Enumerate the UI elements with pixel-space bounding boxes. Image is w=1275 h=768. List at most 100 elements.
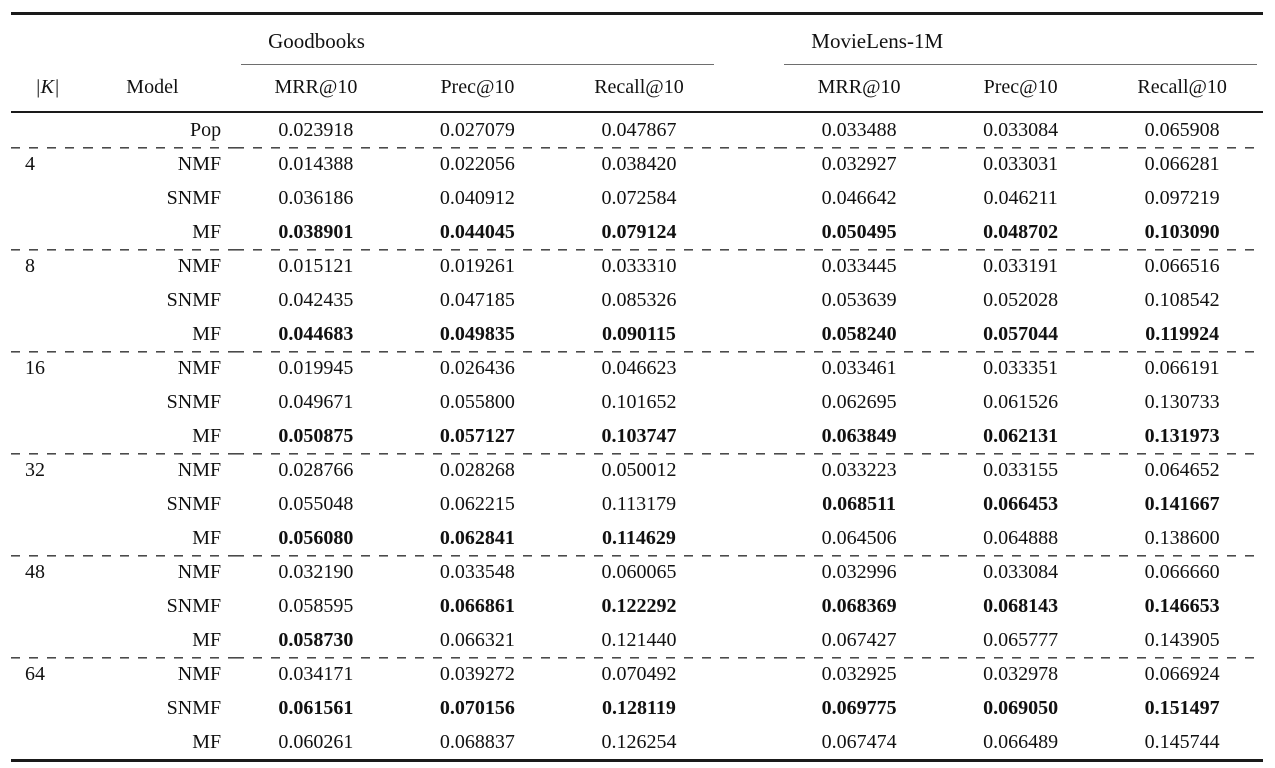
k-value bbox=[11, 283, 84, 317]
table-row: 32 NMF 0.028766 0.028268 0.050012 0.033223 0.0… bbox=[11, 453, 1263, 487]
model-name: SNMF bbox=[166, 187, 222, 209]
metric-value: 0.057127 bbox=[439, 425, 515, 447]
column-gap bbox=[720, 589, 779, 623]
column-gap bbox=[719, 725, 779, 762]
metric-value: 0.044045 bbox=[439, 221, 515, 243]
metric-header-recall: Recall@10 bbox=[1101, 65, 1263, 113]
metric-value: 0.050495 bbox=[821, 221, 897, 243]
metric-value: 0.032978 bbox=[939, 657, 1102, 691]
metric-value: 0.066321 bbox=[439, 629, 515, 651]
model-name: SNMF bbox=[166, 595, 222, 617]
metric-value: 0.066660 bbox=[1101, 555, 1263, 589]
column-gap bbox=[720, 521, 779, 555]
paper-page: Goodbooks MovieLens-1M |K| Model MRR@10 … bbox=[0, 12, 1275, 768]
model-name: NMF bbox=[83, 453, 236, 487]
metric-value: 0.049835 bbox=[439, 323, 515, 345]
metric-value: 0.114629 bbox=[602, 527, 676, 549]
column-gap bbox=[719, 12, 779, 65]
metric-value: 0.046211 bbox=[983, 187, 1058, 209]
table-body: Pop 0.023918 0.027079 0.047867 0.033488 0.033… bbox=[11, 112, 1263, 762]
metric-value: 0.049671 bbox=[278, 391, 354, 413]
metric-value: 0.072584 bbox=[601, 187, 677, 209]
table-row: SNMF 0.058595 0.066861 0.122292 0.068369 0.06… bbox=[11, 589, 1263, 623]
column-gap bbox=[720, 112, 779, 147]
table-row: SNMF 0.036186 0.040912 0.072584 0.046642 0.04… bbox=[11, 181, 1263, 215]
table-row: SNMF 0.049671 0.055800 0.101652 0.062695 0.06… bbox=[11, 385, 1263, 419]
column-gap bbox=[719, 249, 779, 283]
metric-value: 0.066924 bbox=[1101, 657, 1263, 691]
metric-value: 0.014388 bbox=[235, 147, 397, 181]
model-name: MF bbox=[192, 425, 222, 447]
k-column-header: |K| bbox=[11, 65, 84, 113]
model-name: MF bbox=[192, 323, 222, 345]
k-value bbox=[11, 589, 84, 623]
model-name: SNMF bbox=[166, 697, 222, 719]
metric-value: 0.039272 bbox=[396, 657, 559, 691]
metric-value: 0.056080 bbox=[278, 527, 354, 549]
results-table: Goodbooks MovieLens-1M |K| Model MRR@10 … bbox=[11, 12, 1263, 762]
model-name: MF bbox=[192, 629, 222, 651]
k-value: 32 bbox=[11, 453, 84, 487]
metric-value: 0.033223 bbox=[778, 453, 940, 487]
metric-value: 0.064888 bbox=[983, 527, 1059, 549]
metric-value: 0.033445 bbox=[778, 249, 940, 283]
model-name: NMF bbox=[83, 657, 236, 691]
k-value bbox=[11, 385, 84, 419]
model-name: NMF bbox=[83, 555, 236, 589]
metric-value: 0.053639 bbox=[821, 289, 897, 311]
model-name: NMF bbox=[83, 249, 236, 283]
metric-value: 0.047867 bbox=[601, 119, 677, 141]
column-gap bbox=[719, 453, 779, 487]
column-gap bbox=[719, 65, 779, 113]
metric-value: 0.119924 bbox=[1145, 323, 1220, 345]
k-value bbox=[11, 487, 84, 521]
dataset-header-movielens: MovieLens-1M bbox=[778, 12, 1263, 65]
metric-value: 0.126254 bbox=[558, 725, 720, 762]
metric-value: 0.085326 bbox=[601, 289, 677, 311]
k-value: 16 bbox=[11, 351, 84, 385]
metric-value: 0.061561 bbox=[278, 697, 354, 719]
metric-value: 0.108542 bbox=[1144, 289, 1220, 311]
metric-value: 0.066489 bbox=[939, 725, 1102, 762]
metric-value: 0.130733 bbox=[1144, 391, 1220, 413]
model-name: MF bbox=[83, 725, 236, 762]
metric-value: 0.068837 bbox=[396, 725, 559, 762]
column-gap bbox=[719, 555, 779, 589]
model-name: SNMF bbox=[166, 391, 222, 413]
metric-value: 0.055800 bbox=[439, 391, 515, 413]
metric-value: 0.052028 bbox=[983, 289, 1059, 311]
metric-value: 0.058240 bbox=[821, 323, 897, 345]
column-gap bbox=[719, 657, 779, 691]
table-row: 48 NMF 0.032190 0.033548 0.060065 0.032996 0.0… bbox=[11, 555, 1263, 589]
metric-value: 0.121440 bbox=[601, 629, 677, 651]
model-name: MF bbox=[192, 527, 222, 549]
metric-value: 0.033031 bbox=[939, 147, 1102, 181]
k-value bbox=[11, 181, 84, 215]
table-header: Goodbooks MovieLens-1M |K| Model MRR@10 … bbox=[11, 12, 1263, 113]
metric-value: 0.070492 bbox=[558, 657, 720, 691]
table-row: SNMF 0.042435 0.047185 0.085326 0.053639 0.05… bbox=[11, 283, 1263, 317]
metric-value: 0.062131 bbox=[983, 425, 1059, 447]
metric-value: 0.066453 bbox=[983, 493, 1059, 515]
table-row: MF 0.044683 0.049835 0.090115 0.058240 0.0570… bbox=[11, 317, 1263, 351]
k-value bbox=[11, 521, 84, 555]
column-gap bbox=[720, 215, 779, 249]
k-value bbox=[11, 419, 84, 453]
k-value: 48 bbox=[11, 555, 84, 589]
k-value bbox=[11, 215, 84, 249]
metric-value: 0.032927 bbox=[778, 147, 940, 181]
metric-value: 0.066861 bbox=[439, 595, 515, 617]
metric-header-recall: Recall@10 bbox=[558, 65, 720, 113]
metric-value: 0.069775 bbox=[821, 697, 897, 719]
model-name: SNMF bbox=[166, 493, 222, 515]
metric-value: 0.033310 bbox=[558, 249, 720, 283]
model-name: Pop bbox=[190, 119, 222, 141]
column-gap bbox=[720, 623, 779, 657]
table-row: MF 0.060261 0.068837 0.126254 0.067474 0.0664… bbox=[11, 725, 1263, 762]
metric-value: 0.122292 bbox=[601, 595, 677, 617]
table-row: MF 0.058730 0.066321 0.121440 0.067427 0.0657… bbox=[11, 623, 1263, 657]
metric-value: 0.055048 bbox=[278, 493, 354, 515]
metric-value: 0.103090 bbox=[1144, 221, 1220, 243]
metric-value: 0.060065 bbox=[558, 555, 720, 589]
column-gap bbox=[720, 691, 779, 725]
